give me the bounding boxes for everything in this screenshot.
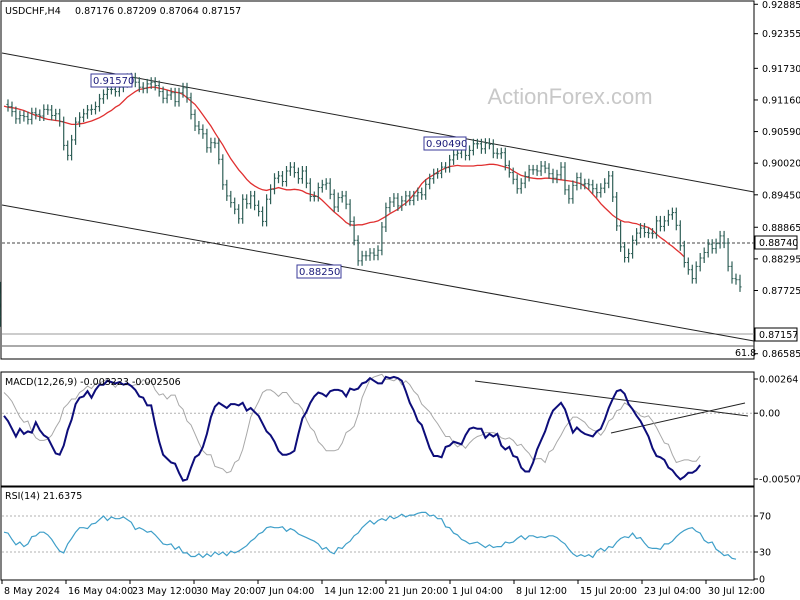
annotations: 0.91570 0.90490 0.88250 0.88740 0.87157 … [90, 73, 798, 359]
macd-panel-frame [0, 371, 755, 487]
macd-tick-label: 0.00 [759, 409, 780, 420]
time-tick-label: 1 Jul 04:00 [452, 586, 503, 597]
rsi-axis: 70 30 0 [2, 512, 771, 586]
symbol-label: USDCHF,H4 [5, 6, 61, 17]
moving-average-line [3, 86, 685, 258]
annotation-high-1-box [90, 73, 133, 88]
current-price-tag-box [754, 327, 798, 342]
rsi-line [3, 511, 737, 560]
macd-upper-trendline [474, 380, 749, 417]
rsi-series [3, 511, 737, 560]
level-tag: 0.88740 [759, 238, 798, 249]
rsi-tick-label: 70 [759, 512, 771, 523]
annotation-high-2: 0.90490 [426, 139, 467, 150]
price-moving-average [3, 86, 685, 258]
price-tick-label: 0.91730 [762, 64, 800, 75]
price-tick-label: 0.86585 [762, 349, 800, 360]
time-tick-label: 30 Jul 12:00 [708, 586, 765, 597]
time-tick-label: 16 May 04:00 [68, 586, 133, 597]
macd-line [3, 375, 701, 482]
time-tick-label: 8 May 2024 [4, 586, 60, 597]
time-tick-label: 8 Jul 12:00 [516, 586, 567, 597]
price-tick-label: 0.91160 [762, 95, 800, 106]
annotation-high-1: 0.91570 [93, 76, 134, 87]
price-tick-label: 0.90020 [762, 159, 800, 170]
time-tick-label: 7 Jun 04:00 [260, 586, 314, 597]
price-tick-label: 0.88865 [762, 223, 800, 234]
price-series [0, 72, 742, 327]
price-tick-label: 0.92885 [762, 0, 800, 11]
time-tick-label: 15 Jul 20:00 [580, 586, 637, 597]
annotation-low: 0.88250 [299, 267, 340, 278]
time-tick-label: 14 Jun 12:00 [324, 586, 384, 597]
channel-lower-line [1, 204, 755, 342]
current-price-tag: 0.87157 [759, 330, 798, 341]
price-panel-frame [0, 0, 755, 360]
price-tick-label: 0.89450 [762, 190, 800, 201]
fibonacci-label: 61.8 [735, 348, 756, 359]
macd-series [3, 375, 701, 482]
time-tick-label: 21 Jun 20:00 [388, 586, 448, 597]
macd-label: MACD(12,26,9) -0.003223 -0.002506 [5, 377, 181, 388]
price-axis: 0.92885 0.92355 0.91730 0.91160 0.90590 0.900… [754, 0, 800, 360]
watermark: ActionForex.com [487, 84, 652, 109]
level-tag-box [754, 235, 798, 250]
time-tick-label: 23 May 12:00 [132, 586, 197, 597]
rsi-label: RSI(14) 21.6375 [5, 491, 82, 502]
annotation-low-box [296, 264, 342, 279]
panel-frames [0, 0, 755, 581]
price-tick-label: 0.90590 [762, 127, 800, 138]
rsi-panel-frame [0, 486, 755, 581]
rsi-tick-label: 0 [759, 575, 765, 586]
price-tick-label: 0.87725 [762, 286, 800, 297]
time-tick-label: 23 Jul 04:00 [644, 586, 701, 597]
ohlc-readout: 0.87176 0.87209 0.87064 0.87157 [75, 6, 241, 17]
annotation-high-2-box [423, 136, 467, 151]
rsi-tick-label: 30 [759, 548, 771, 559]
macd-tick-label: 0.00264 [759, 375, 798, 386]
price-tick-label: 0.92355 [762, 29, 800, 40]
price-tick-label: 0.88295 [762, 254, 800, 265]
time-tick-label: 30 May 20:00 [196, 586, 261, 597]
macd-lower-trendline [610, 402, 746, 434]
guide-lines [1, 52, 755, 434]
